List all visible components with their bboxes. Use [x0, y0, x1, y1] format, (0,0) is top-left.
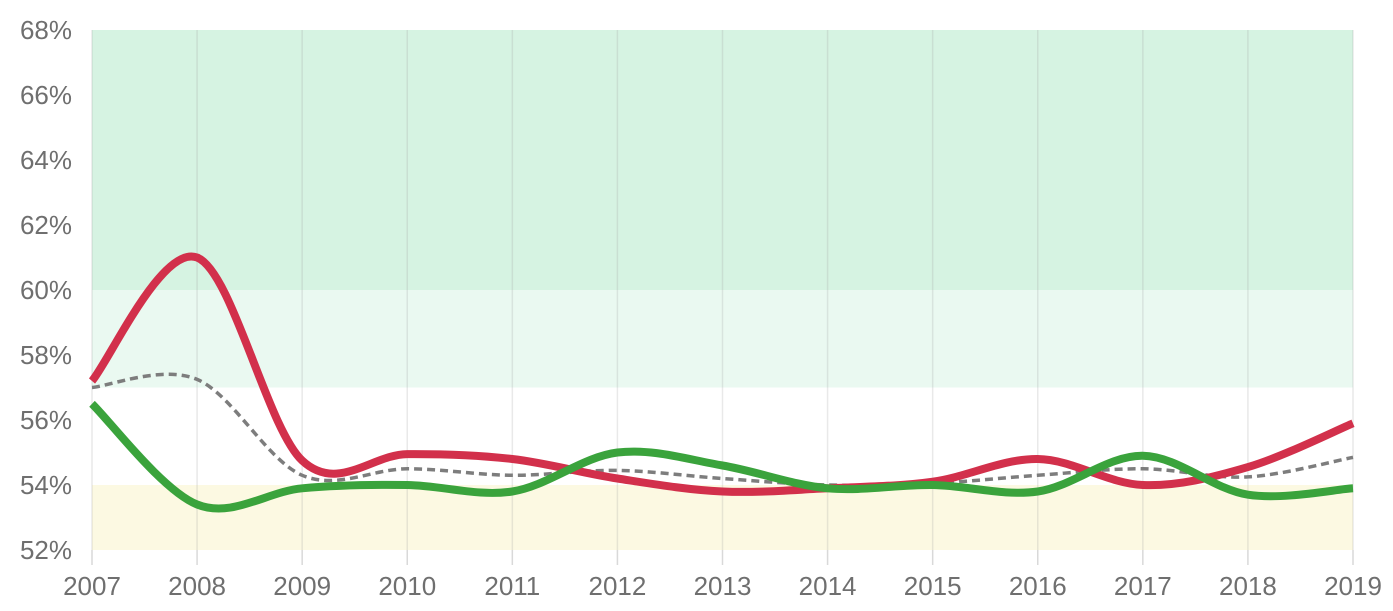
y-axis-label-52pct: 52% — [20, 535, 72, 565]
range-band-60-68 — [92, 30, 1353, 290]
range-band-57-60 — [92, 290, 1353, 388]
x-axis-label-2016: 2016 — [1009, 571, 1067, 601]
y-axis-label-58pct: 58% — [20, 340, 72, 370]
x-axis-label-2007: 2007 — [63, 571, 121, 601]
y-axis-label-64pct: 64% — [20, 145, 72, 175]
green-line-series — [89, 400, 1354, 513]
y-axis-label-60pct: 60% — [20, 275, 72, 305]
x-axis-label-2009: 2009 — [273, 571, 331, 601]
x-axis-label-2015: 2015 — [904, 571, 962, 601]
x-axis-label-2017: 2017 — [1114, 571, 1172, 601]
x-axis-label-2010: 2010 — [378, 571, 436, 601]
y-axis-label-68pct: 68% — [20, 15, 72, 45]
x-axis-label-2013: 2013 — [694, 571, 752, 601]
x-axis-label-2012: 2012 — [588, 571, 646, 601]
x-axis-label-2011: 2011 — [484, 571, 540, 601]
x-axis-label-2018: 2018 — [1219, 571, 1277, 601]
y-axis-label-56pct: 56% — [20, 405, 72, 435]
x-axis-label-2008: 2008 — [168, 571, 226, 601]
y-axis-label-54pct: 54% — [20, 470, 72, 500]
x-axis-label-2014: 2014 — [799, 571, 857, 601]
range-band-52-54 — [92, 485, 1353, 550]
red-line-series — [88, 252, 1355, 496]
x-axis-label-2019: 2019 — [1324, 571, 1382, 601]
y-axis-label-66pct: 66% — [20, 80, 72, 110]
y-axis-label-62pct: 62% — [20, 210, 72, 240]
gray-dashed-line-series — [91, 372, 1354, 488]
